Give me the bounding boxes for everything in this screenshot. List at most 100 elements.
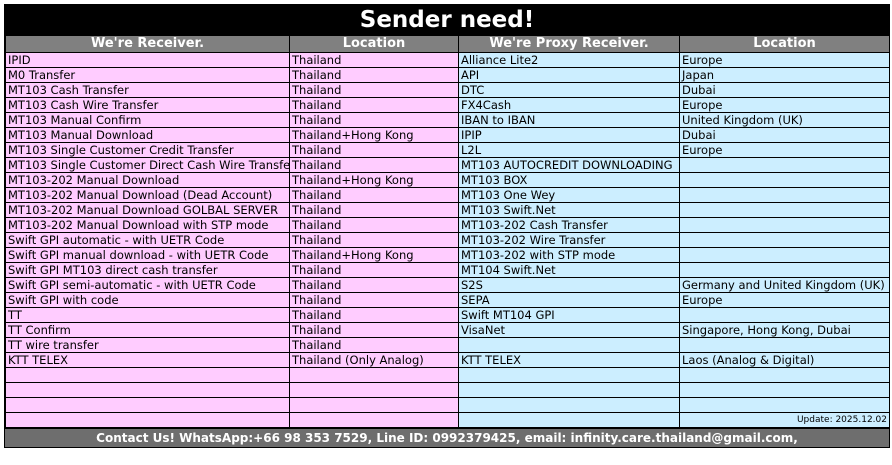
receiver-location-cell[interactable]: Thailand (289, 202, 459, 218)
proxy-location-cell[interactable] (679, 337, 890, 353)
update-date[interactable]: Update: 2025.12.02 (679, 412, 890, 428)
receiver-location-cell[interactable]: Thailand (289, 337, 459, 353)
receiver-location-cell[interactable]: Thailand (289, 217, 459, 233)
receiver-cell[interactable]: M0 Transfer (5, 67, 290, 83)
proxy-location-cell[interactable]: Dubai (679, 127, 890, 143)
receiver-location-cell[interactable]: Thailand+Hong Kong (289, 172, 459, 188)
receiver-location-cell[interactable]: Thailand (289, 292, 459, 308)
proxy-location-cell[interactable]: Europe (679, 97, 890, 113)
proxy-location-cell[interactable] (679, 262, 890, 278)
proxy-location-cell[interactable] (679, 367, 890, 383)
receiver-cell[interactable]: Swift GPI with code (5, 292, 290, 308)
proxy-location-cell[interactable]: Europe (679, 52, 890, 68)
proxy-location-cell[interactable]: Germany and United Kingdom (UK) (679, 277, 890, 293)
proxy-receiver-cell[interactable]: DTC (458, 82, 680, 98)
proxy-location-cell[interactable]: Japan (679, 67, 890, 83)
receiver-cell[interactable]: TT Confirm (5, 322, 290, 338)
receiver-location-cell[interactable]: Thailand+Hong Kong (289, 247, 459, 263)
receiver-cell[interactable]: IPID (5, 52, 290, 68)
proxy-location-cell[interactable]: United Kingdom (UK) (679, 112, 890, 128)
receiver-cell[interactable] (5, 382, 290, 398)
receiver-cell[interactable]: MT103-202 Manual Download (5, 172, 290, 188)
proxy-location-cell[interactable] (679, 202, 890, 218)
receiver-location-cell[interactable]: Thailand (289, 187, 459, 203)
header-receiver[interactable]: We're Receiver. (5, 35, 290, 53)
proxy-receiver-cell[interactable] (458, 367, 680, 383)
receiver-cell[interactable] (5, 367, 290, 383)
receiver-cell[interactable]: TT (5, 307, 290, 323)
receiver-location-cell[interactable]: Thailand (289, 322, 459, 338)
proxy-receiver-cell[interactable]: VisaNet (458, 322, 680, 338)
header-proxy-receiver[interactable]: We're Proxy Receiver. (458, 35, 680, 53)
receiver-cell[interactable]: Swift GPI semi-automatic - with UETR Cod… (5, 277, 290, 293)
receiver-cell[interactable]: Swift GPI automatic - with UETR Code (5, 232, 290, 248)
proxy-receiver-cell[interactable]: MT103 Swift.Net (458, 202, 680, 218)
proxy-location-cell[interactable] (679, 307, 890, 323)
receiver-location-cell[interactable]: Thailand (289, 97, 459, 113)
proxy-receiver-cell[interactable]: Swift MT104 GPI (458, 307, 680, 323)
proxy-location-cell[interactable] (679, 187, 890, 203)
receiver-location-cell[interactable]: Thailand (289, 112, 459, 128)
proxy-receiver-cell[interactable]: MT103-202 with STP mode (458, 247, 680, 263)
proxy-receiver-cell[interactable]: KTT TELEX (458, 352, 680, 368)
proxy-location-cell[interactable] (679, 397, 890, 413)
receiver-cell[interactable]: Swift GPI MT103 direct cash transfer (5, 262, 290, 278)
receiver-cell[interactable]: MT103 Cash Transfer (5, 82, 290, 98)
proxy-location-cell[interactable]: Europe (679, 292, 890, 308)
proxy-receiver-cell[interactable]: SEPA (458, 292, 680, 308)
receiver-location-cell[interactable]: Thailand (289, 277, 459, 293)
proxy-receiver-cell[interactable]: API (458, 67, 680, 83)
proxy-receiver-cell[interactable] (458, 397, 680, 413)
receiver-location-cell[interactable]: Thailand (289, 67, 459, 83)
receiver-cell[interactable]: Swift GPI manual download - with UETR Co… (5, 247, 290, 263)
proxy-receiver-cell[interactable]: MT103-202 Wire Transfer (458, 232, 680, 248)
proxy-receiver-cell[interactable]: L2L (458, 142, 680, 158)
receiver-location-cell[interactable] (289, 367, 459, 383)
receiver-cell[interactable]: MT103-202 Manual Download with STP mode (5, 217, 290, 233)
receiver-cell[interactable] (5, 412, 290, 428)
receiver-cell[interactable] (5, 397, 290, 413)
proxy-location-cell[interactable]: Singapore, Hong Kong, Dubai (679, 322, 890, 338)
receiver-location-cell[interactable]: Thailand (289, 157, 459, 173)
receiver-location-cell[interactable] (289, 397, 459, 413)
proxy-receiver-cell[interactable] (458, 382, 680, 398)
proxy-receiver-cell[interactable]: FX4Cash (458, 97, 680, 113)
proxy-location-cell[interactable] (679, 232, 890, 248)
proxy-location-cell[interactable] (679, 217, 890, 233)
header-receiver-location[interactable]: Location (289, 35, 459, 53)
receiver-cell[interactable]: MT103-202 Manual Download (Dead Account) (5, 187, 290, 203)
proxy-location-cell[interactable] (679, 157, 890, 173)
receiver-location-cell[interactable]: Thailand (Only Analog) (289, 352, 459, 368)
proxy-location-cell[interactable]: Europe (679, 142, 890, 158)
receiver-location-cell[interactable] (289, 412, 459, 428)
receiver-cell[interactable]: MT103 Manual Confirm (5, 112, 290, 128)
proxy-location-cell[interactable] (679, 172, 890, 188)
header-proxy-location[interactable]: Location (679, 35, 890, 53)
receiver-cell[interactable]: MT103 Manual Download (5, 127, 290, 143)
proxy-receiver-cell[interactable] (458, 337, 680, 353)
receiver-cell[interactable]: MT103-202 Manual Download GOLBAL SERVER (5, 202, 290, 218)
receiver-cell[interactable]: MT103 Cash Wire Transfer (5, 97, 290, 113)
proxy-receiver-cell[interactable] (458, 412, 680, 428)
proxy-receiver-cell[interactable]: MT103 AUTOCREDIT DOWNLOADING (458, 157, 680, 173)
proxy-receiver-cell[interactable]: IPIP (458, 127, 680, 143)
receiver-location-cell[interactable] (289, 382, 459, 398)
proxy-receiver-cell[interactable]: IBAN to IBAN (458, 112, 680, 128)
receiver-location-cell[interactable]: Thailand (289, 307, 459, 323)
receiver-location-cell[interactable]: Thailand (289, 232, 459, 248)
receiver-location-cell[interactable]: Thailand+Hong Kong (289, 127, 459, 143)
proxy-location-cell[interactable] (679, 382, 890, 398)
proxy-receiver-cell[interactable]: Alliance Lite2 (458, 52, 680, 68)
proxy-receiver-cell[interactable]: MT104 Swift.Net (458, 262, 680, 278)
proxy-receiver-cell[interactable]: MT103 BOX (458, 172, 680, 188)
receiver-cell[interactable]: KTT TELEX (5, 352, 290, 368)
receiver-location-cell[interactable]: Thailand (289, 262, 459, 278)
receiver-location-cell[interactable]: Thailand (289, 52, 459, 68)
proxy-receiver-cell[interactable]: MT103 One Wey (458, 187, 680, 203)
proxy-location-cell[interactable]: Dubai (679, 82, 890, 98)
receiver-cell[interactable]: TT wire transfer (5, 337, 290, 353)
proxy-receiver-cell[interactable]: MT103-202 Cash Transfer (458, 217, 680, 233)
proxy-location-cell[interactable] (679, 247, 890, 263)
receiver-cell[interactable]: MT103 Single Customer Direct Cash Wire T… (5, 157, 290, 173)
proxy-location-cell[interactable]: Laos (Analog & Digital) (679, 352, 890, 368)
